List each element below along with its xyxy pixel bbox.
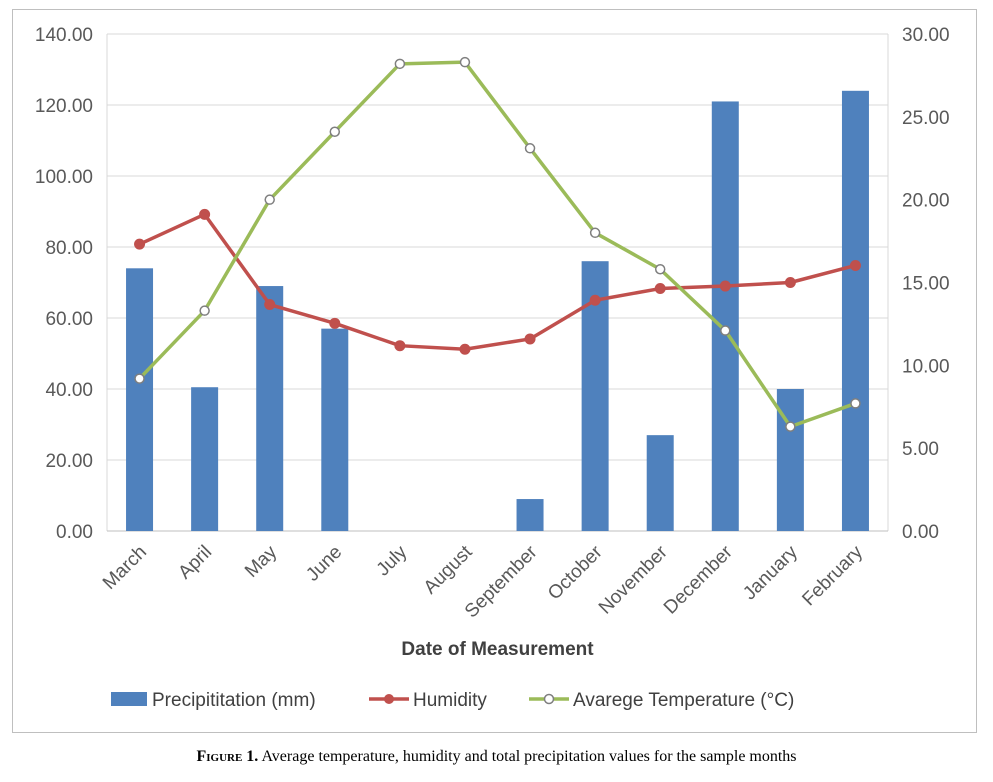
temperature-point <box>589 227 601 239</box>
y-left-tick-label: 120.00 <box>35 96 93 117</box>
humidity-point <box>459 343 471 355</box>
legend-label-humidity: Humidity <box>413 690 487 711</box>
x-category-label: June <box>302 542 346 586</box>
x-category-label: July <box>373 541 412 580</box>
y-left-tick-label: 60.00 <box>45 309 93 330</box>
y-left-tick-label: 100.00 <box>35 167 93 188</box>
precipitation-bar <box>126 268 154 531</box>
y-left-tick-label: 0.00 <box>56 522 93 543</box>
humidity-point <box>199 208 211 220</box>
x-category-label: April <box>174 542 216 584</box>
legend-swatch-precipitation <box>111 692 147 706</box>
precipitation-bar <box>646 435 674 531</box>
y-left-tick-label: 20.00 <box>45 451 93 472</box>
y-left-tick-label: 40.00 <box>45 380 93 401</box>
humidity-point <box>719 280 731 292</box>
combo-chart: 0.00 20.00 40.00 60.00 80.00 100.00 120.00 140.… <box>35 25 950 711</box>
legend-label-precipitation: Precipititation (mm) <box>152 690 316 711</box>
humidity-point <box>849 259 861 271</box>
chart-frame: 0.00 20.00 40.00 60.00 80.00 100.00 120.00 140.… <box>12 9 977 733</box>
temperature-point <box>459 56 471 68</box>
precipitation-bar <box>711 101 739 531</box>
temperature-point <box>850 398 861 409</box>
x-category-label: February <box>798 541 867 610</box>
legend-label-temperature: Avarege Temperature (°C) <box>573 690 794 711</box>
humidity-point <box>524 333 536 345</box>
legend-marker-humidity <box>384 694 394 704</box>
temperature-point <box>394 58 406 70</box>
temperature-point <box>264 194 275 205</box>
humidity-point <box>329 317 341 329</box>
temperature-point <box>654 263 666 275</box>
x-category-label: November <box>595 541 672 618</box>
precipitation-bar <box>516 499 544 531</box>
temperature-point <box>329 126 341 137</box>
x-category-label: May <box>241 541 282 582</box>
precipitation-bars <box>126 90 869 532</box>
precipitation-bar <box>321 328 349 531</box>
line-series <box>134 56 861 432</box>
x-category-label: October <box>544 541 607 604</box>
temperature-point <box>785 421 796 432</box>
y-right-tick-label: 5.00 <box>902 439 939 460</box>
axes: 0.00 20.00 40.00 60.00 80.00 100.00 120.00 140.… <box>35 25 950 622</box>
humidity-point <box>784 277 796 288</box>
y-right-tick-label: 25.00 <box>902 108 950 129</box>
y-right-tick-label: 30.00 <box>902 25 950 46</box>
y-right-tick-label: 10.00 <box>902 356 950 377</box>
humidity-point <box>134 238 146 250</box>
temperature-point <box>134 373 145 384</box>
figure-caption: Figure 1. Average temperature, humidity … <box>0 748 993 766</box>
humidity-line <box>138 212 856 351</box>
y-right-tick-label: 0.00 <box>902 522 939 543</box>
y-left-tick-label: 140.00 <box>35 25 93 46</box>
x-category-label: December <box>660 541 737 618</box>
legend: Precipititation (mm) Humidity Avarege Temp… <box>111 690 794 711</box>
legend-marker-temperature <box>543 693 555 705</box>
y-left-tick-label: 80.00 <box>45 238 93 259</box>
y-right-tick-label: 20.00 <box>902 191 950 212</box>
precipitation-bar <box>841 90 869 532</box>
gridlines <box>106 33 889 532</box>
y-right-tick-label: 15.00 <box>902 274 950 295</box>
x-category-label: August <box>420 541 477 598</box>
figure-caption-text: Average temperature, humidity and total … <box>261 748 797 765</box>
temperature-point <box>199 305 210 316</box>
precipitation-bar <box>191 387 219 531</box>
humidity-point <box>589 294 601 306</box>
humidity-point <box>394 340 406 352</box>
x-category-label: March <box>99 542 151 594</box>
precipitation-bar <box>256 286 284 531</box>
temperature-point <box>524 143 536 154</box>
figure-caption-label: Figure 1. <box>196 748 259 765</box>
humidity-point <box>654 283 666 295</box>
temperature-point <box>720 325 731 336</box>
x-axis-title: Date of Measurement <box>401 639 594 660</box>
x-category-label: January <box>739 541 802 604</box>
temperature-line <box>138 60 857 429</box>
humidity-point <box>264 299 276 311</box>
